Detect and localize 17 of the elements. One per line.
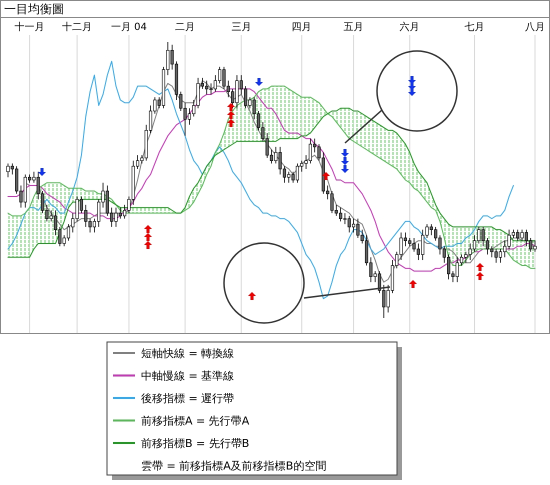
x-tick-label: 一月 04 bbox=[111, 22, 147, 33]
legend-label: 後移指標 = 遲行帶 bbox=[141, 392, 234, 405]
x-tick-label: 七月 bbox=[464, 21, 485, 33]
x-tick-label: 二月 bbox=[175, 22, 196, 33]
x-tick-label: 十一月 bbox=[14, 21, 45, 33]
legend-label: 前移指標B = 先行帶B bbox=[141, 437, 250, 450]
x-tick-label: 三月 bbox=[231, 22, 252, 33]
x-tick-label: 十二月 bbox=[62, 21, 92, 33]
x-tick-label: 四月 bbox=[292, 22, 312, 33]
text: 雲帶 = 前移指標A及前移指標B的空間 bbox=[141, 460, 326, 472]
legend-label: 中軸慢線 = 基準線 bbox=[141, 370, 234, 382]
legend-label: 前移指標A = 先行帶A bbox=[141, 414, 250, 428]
x-tick-label: 五月 bbox=[344, 22, 364, 33]
x-tick-label: 六月 bbox=[400, 21, 420, 33]
x-tick-label: 八月 bbox=[525, 22, 545, 33]
chart-title: 一目均衡圖 bbox=[4, 2, 64, 16]
legend-label: 短軸快線 = 轉換線 bbox=[141, 347, 234, 360]
